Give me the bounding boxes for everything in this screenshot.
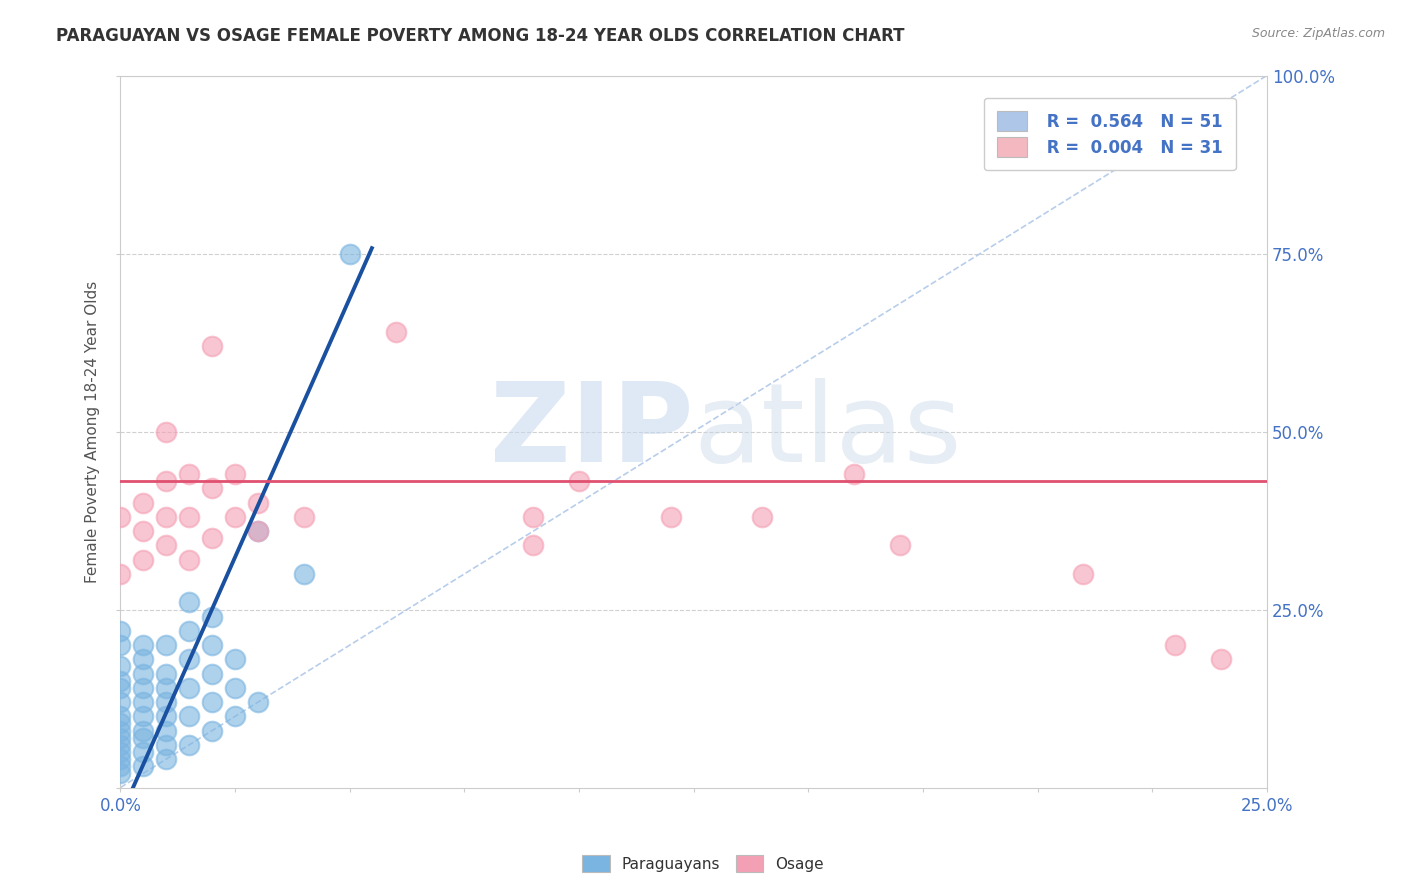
Point bbox=[179, 467, 201, 482]
Point bbox=[110, 510, 132, 524]
Point bbox=[132, 731, 155, 745]
Point bbox=[522, 510, 544, 524]
Point bbox=[844, 467, 866, 482]
Point bbox=[201, 695, 224, 709]
Point bbox=[110, 716, 132, 731]
Text: atlas: atlas bbox=[693, 378, 962, 485]
Point bbox=[132, 709, 155, 723]
Point bbox=[247, 496, 270, 510]
Point bbox=[132, 695, 155, 709]
Point bbox=[155, 723, 177, 738]
Point bbox=[110, 759, 132, 773]
Point bbox=[179, 738, 201, 752]
Point bbox=[132, 745, 155, 759]
Point bbox=[201, 339, 224, 353]
Point bbox=[339, 246, 361, 260]
Point bbox=[155, 681, 177, 695]
Point bbox=[224, 652, 246, 666]
Point bbox=[179, 652, 201, 666]
Point bbox=[201, 723, 224, 738]
Point bbox=[110, 673, 132, 688]
Legend:  R =  0.564   N = 51,  R =  0.004   N = 31: R = 0.564 N = 51, R = 0.004 N = 31 bbox=[984, 98, 1236, 170]
Point bbox=[201, 609, 224, 624]
Text: PARAGUAYAN VS OSAGE FEMALE POVERTY AMONG 18-24 YEAR OLDS CORRELATION CHART: PARAGUAYAN VS OSAGE FEMALE POVERTY AMONG… bbox=[56, 27, 904, 45]
Point bbox=[155, 538, 177, 552]
Y-axis label: Female Poverty Among 18-24 Year Olds: Female Poverty Among 18-24 Year Olds bbox=[86, 280, 100, 582]
Point bbox=[224, 709, 246, 723]
Point bbox=[889, 538, 911, 552]
Point bbox=[155, 638, 177, 652]
Point bbox=[384, 325, 406, 339]
Point bbox=[179, 709, 201, 723]
Point bbox=[201, 666, 224, 681]
Point bbox=[1073, 566, 1095, 581]
Legend: Paraguayans, Osage: Paraguayans, Osage bbox=[575, 847, 831, 880]
Point bbox=[201, 638, 224, 652]
Point bbox=[132, 496, 155, 510]
Point bbox=[132, 652, 155, 666]
Point bbox=[110, 638, 132, 652]
Point bbox=[110, 731, 132, 745]
Point bbox=[132, 723, 155, 738]
Point bbox=[751, 510, 773, 524]
Point bbox=[179, 552, 201, 566]
Point bbox=[110, 745, 132, 759]
Point bbox=[1164, 638, 1187, 652]
Point bbox=[568, 475, 591, 489]
Point bbox=[179, 595, 201, 609]
Point bbox=[110, 681, 132, 695]
Text: ZIP: ZIP bbox=[491, 378, 693, 485]
Point bbox=[132, 681, 155, 695]
Point bbox=[292, 510, 315, 524]
Point bbox=[224, 510, 246, 524]
Point bbox=[155, 425, 177, 439]
Point bbox=[224, 681, 246, 695]
Point bbox=[110, 624, 132, 638]
Text: Source: ZipAtlas.com: Source: ZipAtlas.com bbox=[1251, 27, 1385, 40]
Point bbox=[179, 510, 201, 524]
Point bbox=[155, 752, 177, 766]
Point bbox=[201, 482, 224, 496]
Point bbox=[110, 709, 132, 723]
Point bbox=[155, 510, 177, 524]
Point bbox=[110, 738, 132, 752]
Point bbox=[155, 695, 177, 709]
Point bbox=[132, 759, 155, 773]
Point bbox=[292, 566, 315, 581]
Point bbox=[110, 723, 132, 738]
Point bbox=[155, 475, 177, 489]
Point bbox=[155, 738, 177, 752]
Point bbox=[247, 524, 270, 539]
Point bbox=[155, 709, 177, 723]
Point bbox=[201, 532, 224, 546]
Point bbox=[110, 659, 132, 673]
Point bbox=[110, 695, 132, 709]
Point bbox=[179, 624, 201, 638]
Point bbox=[179, 681, 201, 695]
Point bbox=[224, 467, 246, 482]
Point bbox=[132, 666, 155, 681]
Point bbox=[659, 510, 682, 524]
Point bbox=[522, 538, 544, 552]
Point bbox=[247, 524, 270, 539]
Point bbox=[1209, 652, 1232, 666]
Point bbox=[132, 638, 155, 652]
Point bbox=[155, 666, 177, 681]
Point bbox=[247, 695, 270, 709]
Point bbox=[132, 552, 155, 566]
Point bbox=[110, 766, 132, 780]
Point bbox=[110, 566, 132, 581]
Point bbox=[110, 752, 132, 766]
Point bbox=[132, 524, 155, 539]
